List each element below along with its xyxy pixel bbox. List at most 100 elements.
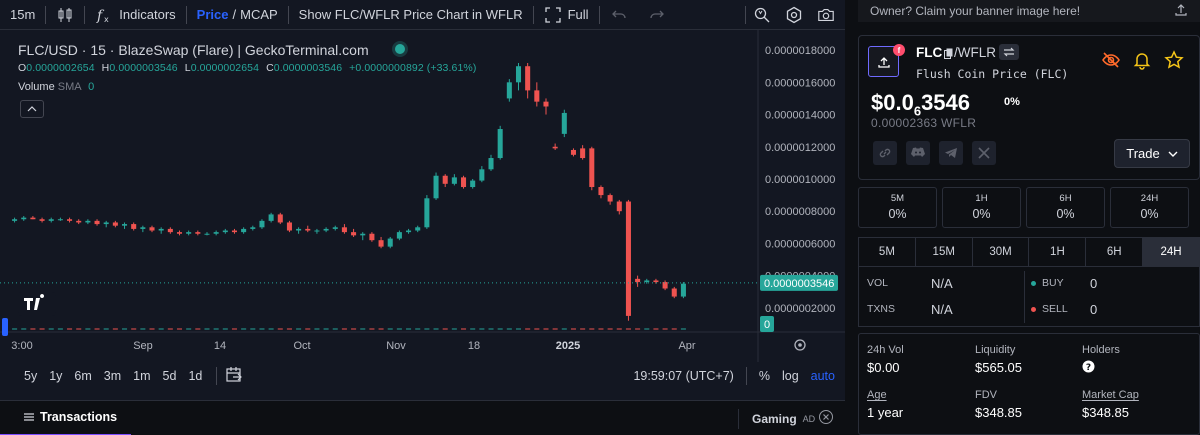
trade-button[interactable]: Trade: [1114, 139, 1190, 168]
volume-bar: [85, 328, 91, 330]
website-link[interactable]: [873, 141, 897, 165]
transactions-tab[interactable]: Transactions: [0, 401, 132, 435]
change-24h-box[interactable]: 24H 0%: [1110, 187, 1189, 228]
telegram-link[interactable]: [939, 141, 963, 165]
price-tick-label: 0.0000016000: [765, 77, 835, 89]
mcap-stat: Market Cap $348.85: [1082, 389, 1139, 420]
snapshot-button[interactable]: [810, 0, 845, 30]
candle-body: [506, 82, 512, 99]
range-5d[interactable]: 5d: [162, 369, 177, 383]
tab-15m[interactable]: 15M: [916, 238, 973, 266]
x-twitter-link[interactable]: [972, 141, 996, 165]
stats-timeframe-tabs: 5M 15M 30M 1H 6H 24H: [858, 237, 1200, 267]
star-watchlist-icon[interactable]: [1164, 50, 1184, 70]
collapse-legend-button[interactable]: [20, 100, 44, 118]
redo-button[interactable]: [638, 0, 676, 30]
list-icon: [24, 413, 34, 421]
candle-body: [369, 233, 375, 241]
close-circle-icon: [819, 410, 833, 424]
swap-pair-button[interactable]: [999, 44, 1019, 60]
volume-tag: [760, 316, 774, 332]
clock-readout[interactable]: 19:59:07 (UTC+7): [633, 369, 734, 383]
change-5m-box[interactable]: 5M 0%: [858, 187, 937, 228]
redo-icon: [648, 6, 666, 24]
range-1d[interactable]: 1d: [188, 369, 203, 383]
volume-bar: [506, 328, 512, 330]
auto-scale-toggle[interactable]: auto: [810, 369, 835, 383]
volume-bar: [479, 328, 485, 330]
range-5y[interactable]: 5y: [24, 369, 38, 383]
change-6h-box[interactable]: 6H 0%: [1026, 187, 1105, 228]
candle-body: [314, 230, 320, 232]
tab-24h[interactable]: 24H: [1143, 238, 1199, 266]
goto-date-button[interactable]: [225, 366, 243, 387]
stats-divider: [1024, 271, 1025, 323]
age-label[interactable]: Age: [867, 389, 887, 401]
time-tick-label: 18: [468, 340, 480, 352]
volume-bar: [561, 328, 567, 330]
candle-body: [332, 227, 338, 229]
current-price-tag: [760, 274, 838, 291]
volume-bar: [351, 328, 357, 330]
gaming-ad-link[interactable]: Gaming AD: [752, 401, 815, 435]
sell-value: 0: [1090, 302, 1098, 317]
tab-1h[interactable]: 1H: [1029, 238, 1087, 266]
candle-body: [12, 219, 18, 221]
candle-body: [259, 220, 265, 228]
holders-help-button[interactable]: ?: [1082, 360, 1120, 376]
candle-body: [442, 175, 448, 184]
interval-button[interactable]: 15m: [0, 0, 45, 30]
claim-banner[interactable]: Owner? Claim your banner image here!: [858, 0, 1200, 22]
token-logo-upload[interactable]: f: [868, 44, 905, 77]
volume-bar: [369, 328, 375, 330]
mcap-option[interactable]: MCAP: [240, 7, 278, 22]
volume-bar: [341, 328, 347, 330]
price-mcap-toggle[interactable]: Price / MCAP: [187, 0, 288, 30]
price-option[interactable]: Price: [196, 7, 229, 22]
undo-icon: [610, 6, 628, 24]
toolbar-divider: [185, 5, 187, 24]
range-1m[interactable]: 1m: [133, 369, 151, 383]
range-6m[interactable]: 6m: [74, 369, 92, 383]
close-ad-button[interactable]: [818, 409, 834, 425]
transactions-divider: [738, 409, 739, 429]
candle-body: [76, 220, 82, 223]
discord-link[interactable]: [906, 141, 930, 165]
show-wflr-chart-button[interactable]: Show FLC/WFLR Price Chart in WFLR: [289, 0, 533, 30]
percent-scale-toggle[interactable]: %: [758, 369, 770, 383]
volume-bar: [616, 328, 622, 330]
candlestick-chart[interactable]: 0.0000018000 0.0000016000 0.0000014000 0.00…: [0, 30, 845, 362]
settings-hexagon-icon: [785, 6, 803, 24]
mcap-label[interactable]: Market Cap: [1082, 389, 1139, 401]
fullscreen-button[interactable]: Full: [534, 0, 599, 30]
candle-body: [680, 283, 686, 297]
upload-icon: [1175, 4, 1187, 16]
change-1h-box[interactable]: 1H 0%: [942, 187, 1021, 228]
tab-30m[interactable]: 30M: [973, 238, 1030, 266]
volume-bar: [625, 328, 631, 330]
price-chart[interactable]: 0.0000018000 0.0000016000 0.0000014000 0.00…: [0, 30, 845, 362]
quick-search-button[interactable]: [746, 0, 778, 30]
candle-body: [112, 222, 118, 226]
price-tick-label: 0.0000002000: [765, 303, 835, 315]
candle-type-button[interactable]: [46, 0, 84, 30]
candle-body: [167, 228, 173, 233]
range-3m[interactable]: 3m: [103, 369, 122, 383]
buy-dot: [1031, 280, 1036, 286]
log-scale-toggle[interactable]: log: [781, 369, 799, 383]
tab-6h[interactable]: 6H: [1086, 238, 1144, 266]
candle-body: [479, 169, 485, 181]
tab-5m[interactable]: 5M: [859, 238, 916, 266]
candle-body: [149, 227, 155, 231]
settings-button[interactable]: [778, 0, 810, 30]
undo-button[interactable]: [600, 0, 638, 30]
time-tick-label: Oct: [293, 340, 310, 352]
range-1y[interactable]: 1y: [49, 369, 63, 383]
bell-alert-icon[interactable]: [1132, 50, 1152, 70]
ad-badge: AD: [802, 413, 816, 424]
flare-chain-badge: f: [893, 44, 905, 56]
copy-icon[interactable]: [944, 48, 953, 59]
hide-eye-icon[interactable]: [1101, 50, 1121, 70]
volume-bar: [598, 328, 604, 330]
